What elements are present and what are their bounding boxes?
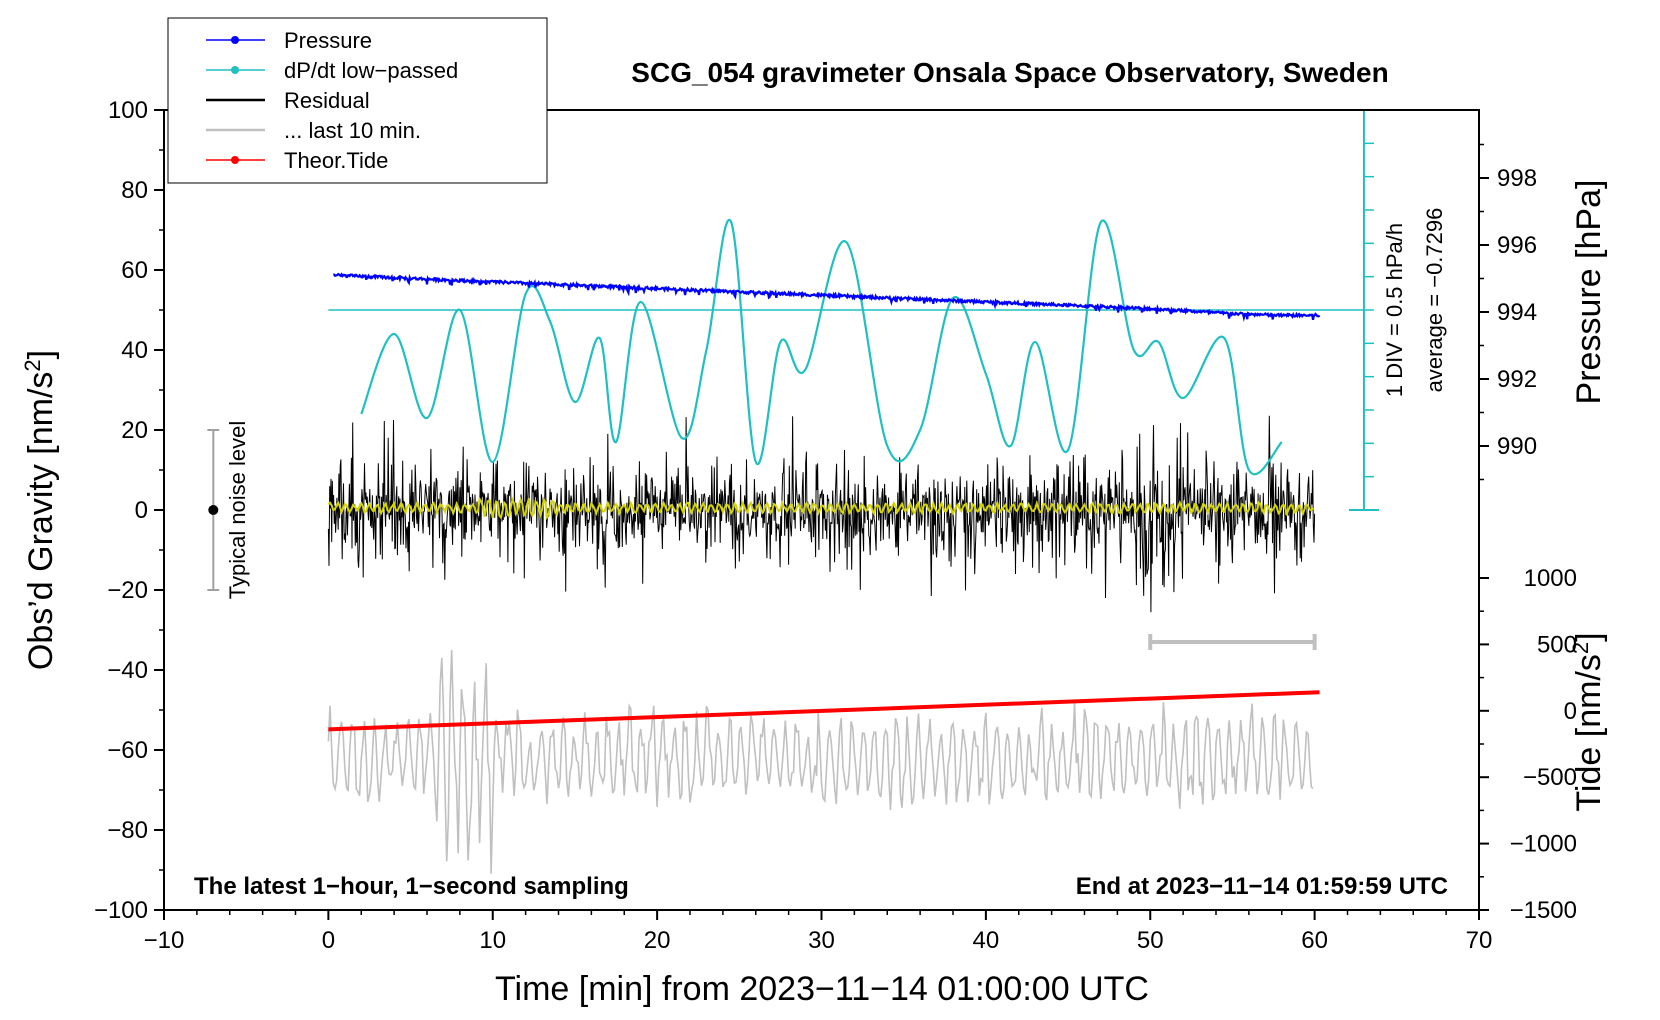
x-axis-title: Time [min] from 2023−11−14 01:00:00 UTC (495, 970, 1149, 1008)
legend-label: Pressure (284, 28, 372, 53)
pressure-axis-title: Pressure [hPa] (1570, 180, 1608, 405)
noise-level-dot (208, 505, 219, 515)
bottom-left-note: The latest 1−hour, 1−second sampling (194, 873, 629, 900)
tide-tick-label: 0 (1564, 698, 1577, 725)
right-axis-tide: −1500 −1000 −500 0 500 1000 (1479, 565, 1577, 924)
y-axis: −100 −80 −60 −40 −20 0 20 40 60 80 100 (94, 97, 164, 924)
series-layer (207, 109, 1379, 874)
legend-swatch-marker (231, 36, 239, 44)
tide-tick-label: −500 (1523, 764, 1577, 791)
bottom-right-note: End at 2023−11−14 01:59:59 UTC (1076, 873, 1448, 900)
legend-label: ... last 10 min. (284, 118, 421, 143)
tide-axis-title: Tide [nm/s2] (1568, 632, 1608, 811)
x-tick-label: 10 (479, 927, 506, 954)
pressure-tick-label: 996 (1497, 232, 1537, 259)
legend-label: Theor.Tide (284, 148, 388, 173)
legend: Pressure dP/dt low−passed Residual ... last… (167, 17, 548, 184)
tide-tick-label: 500 (1537, 631, 1577, 658)
x-tick-label: 40 (973, 927, 1000, 954)
pressure-tick-label: 994 (1497, 299, 1537, 326)
chart-title: SCG_054 gravimeter Onsala Space Observat… (631, 57, 1388, 88)
x-tick-label: 30 (808, 927, 835, 954)
right-axis-pressure: 990 992 994 996 998 (1479, 143, 1537, 481)
pressure-tick-label: 990 (1497, 433, 1537, 460)
y-tick-label: 100 (108, 97, 148, 124)
legend-swatch-marker (231, 156, 239, 164)
y-tick-label: 0 (135, 497, 148, 524)
div-label: 1 DIV = 0.5 hPa/h (1382, 223, 1407, 397)
y-axis-title-sup: 2 (20, 359, 45, 371)
x-tick-label: 60 (1301, 927, 1328, 954)
tide-axis-title-main: Tide [nm/s (1570, 654, 1608, 811)
y-tick-label: 20 (121, 417, 148, 444)
y-tick-label: 60 (121, 257, 148, 284)
tide-axis-title-sup: 2 (1568, 642, 1593, 654)
y-axis-title: Obs’d Gravity [nm/s2] (20, 350, 60, 670)
y-axis-title-main: Obs’d Gravity [nm/s (22, 372, 60, 671)
y-tick-label: −20 (107, 577, 148, 604)
legend-label: dP/dt low−passed (284, 58, 458, 83)
y-tick-label: 40 (121, 337, 148, 364)
tide-tick-label: −1500 (1510, 897, 1577, 924)
x-tick-label: 20 (644, 927, 671, 954)
x-tick-label: 0 (322, 927, 335, 954)
series-pressure-line (333, 272, 1321, 322)
y-tick-label: −100 (94, 897, 148, 924)
legend-swatch-marker (231, 66, 239, 74)
pressure-tick-label: 992 (1497, 366, 1537, 393)
x-tick-label: 70 (1466, 927, 1493, 954)
average-label: average = −0.7296 (1422, 208, 1447, 393)
x-axis: −10 0 10 20 30 40 50 60 70 (144, 910, 1493, 954)
series-last-10-min-line (327, 649, 1314, 874)
legend-label: Residual (284, 88, 370, 113)
series-theor-tide-line (328, 690, 1320, 732)
y-tick-label: 80 (121, 177, 148, 204)
y-tick-label: −80 (107, 817, 148, 844)
tide-tick-label: −1000 (1510, 831, 1577, 858)
pressure-tick-label: 998 (1497, 165, 1537, 192)
y-tick-label: −60 (107, 737, 148, 764)
noise-label: Typical noise level (225, 421, 250, 600)
x-tick-label: −10 (144, 927, 185, 954)
tide-tick-label: 1000 (1524, 565, 1577, 592)
y-axis-title-close: ] (22, 350, 60, 359)
y-tick-label: −40 (107, 657, 148, 684)
x-tick-label: 50 (1137, 927, 1164, 954)
annotations: 1 DIV = 0.5 hPa/h average = −0.7296 Typi… (194, 208, 1448, 900)
tide-axis-title-close: ] (1570, 632, 1608, 641)
series-dpdt-line (360, 218, 1283, 476)
series-residual-smoothed-line (327, 495, 1314, 521)
